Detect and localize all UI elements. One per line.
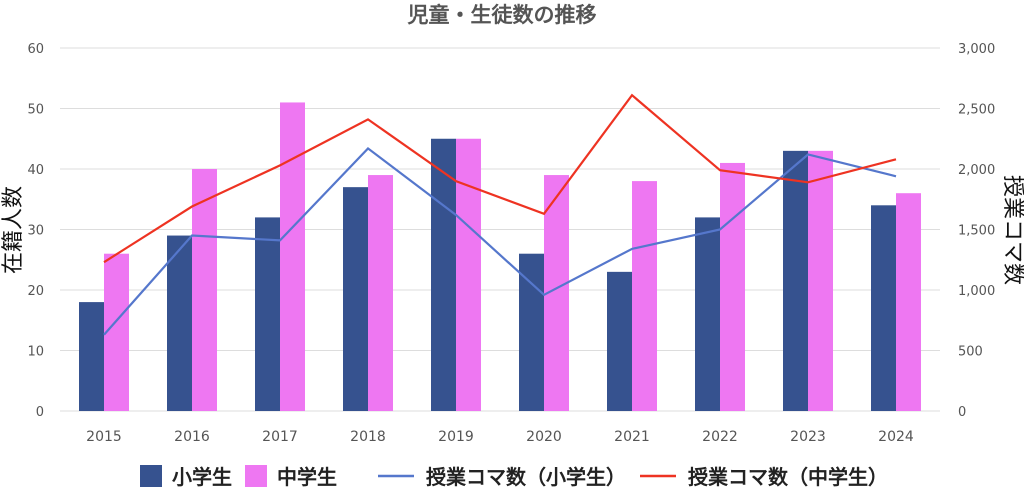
bar-junior-high — [720, 162, 745, 411]
line-junior-high-classes — [103, 93, 897, 264]
x-tick-label: 2022 — [702, 429, 738, 445]
y-tick-label: 10 — [27, 345, 44, 360]
bar-junior-high — [368, 175, 393, 411]
y2-tick-label: 3,000 — [958, 42, 995, 57]
bar-elementary — [167, 235, 192, 411]
y2-tick-label: 2,500 — [958, 103, 995, 118]
chart-title: 児童・生徒数の推移 — [407, 3, 597, 27]
bar-elementary — [79, 302, 104, 411]
x-tick-label: 2023 — [790, 429, 826, 445]
bar-junior-high — [192, 169, 217, 411]
bar-elementary — [783, 150, 808, 411]
x-tick-label: 2016 — [174, 429, 210, 445]
line-elementary-classes — [103, 146, 897, 336]
y2-tick-label: 1,000 — [958, 284, 995, 299]
bar-junior-high — [896, 193, 921, 411]
bar-elementary — [519, 253, 544, 411]
bar-junior-high — [104, 253, 129, 411]
y-tick-label: 60 — [27, 42, 44, 57]
x-tick-label: 2018 — [350, 429, 386, 445]
bar-elementary — [343, 187, 368, 411]
y2-axis-label: 授業コマ数 — [1000, 175, 1024, 285]
y2-tick-label: 1,500 — [958, 224, 995, 239]
y-tick-label: 30 — [27, 224, 44, 239]
y-tick-label: 50 — [27, 103, 44, 118]
y-axis-label: 在籍人数 — [1, 186, 26, 274]
y-tick-label: 20 — [27, 284, 44, 299]
bar-junior-high — [280, 102, 305, 411]
bar-elementary — [695, 217, 720, 411]
legend-label: 授業コマ数（中学生） — [688, 465, 888, 488]
y-tick-label: 40 — [27, 163, 44, 178]
x-tick-label: 2017 — [262, 429, 298, 445]
x-tick-label: 2024 — [878, 429, 914, 445]
bar-elementary — [871, 205, 896, 411]
y2-tick-label: 0 — [958, 405, 966, 420]
y-tick-label: 0 — [36, 405, 44, 420]
legend-label: 中学生 — [277, 465, 337, 488]
x-tick-label: 2021 — [614, 429, 650, 445]
legend-swatch — [245, 465, 267, 487]
legend-swatch — [140, 465, 162, 487]
x-tick-label: 2019 — [438, 429, 474, 445]
bar-junior-high — [808, 150, 833, 411]
bar-junior-high — [632, 181, 657, 411]
legend-label: 小学生 — [172, 465, 232, 488]
y2-tick-label: 500 — [958, 345, 983, 360]
y2-tick-label: 2,000 — [958, 163, 995, 178]
bar-elementary — [607, 271, 632, 411]
legend-label: 授業コマ数（小学生） — [426, 465, 626, 488]
bar-junior-high — [456, 138, 481, 411]
x-tick-label: 2020 — [526, 429, 562, 445]
bar-elementary — [255, 217, 280, 411]
bar-elementary — [431, 138, 456, 411]
x-tick-label: 2015 — [86, 429, 122, 445]
